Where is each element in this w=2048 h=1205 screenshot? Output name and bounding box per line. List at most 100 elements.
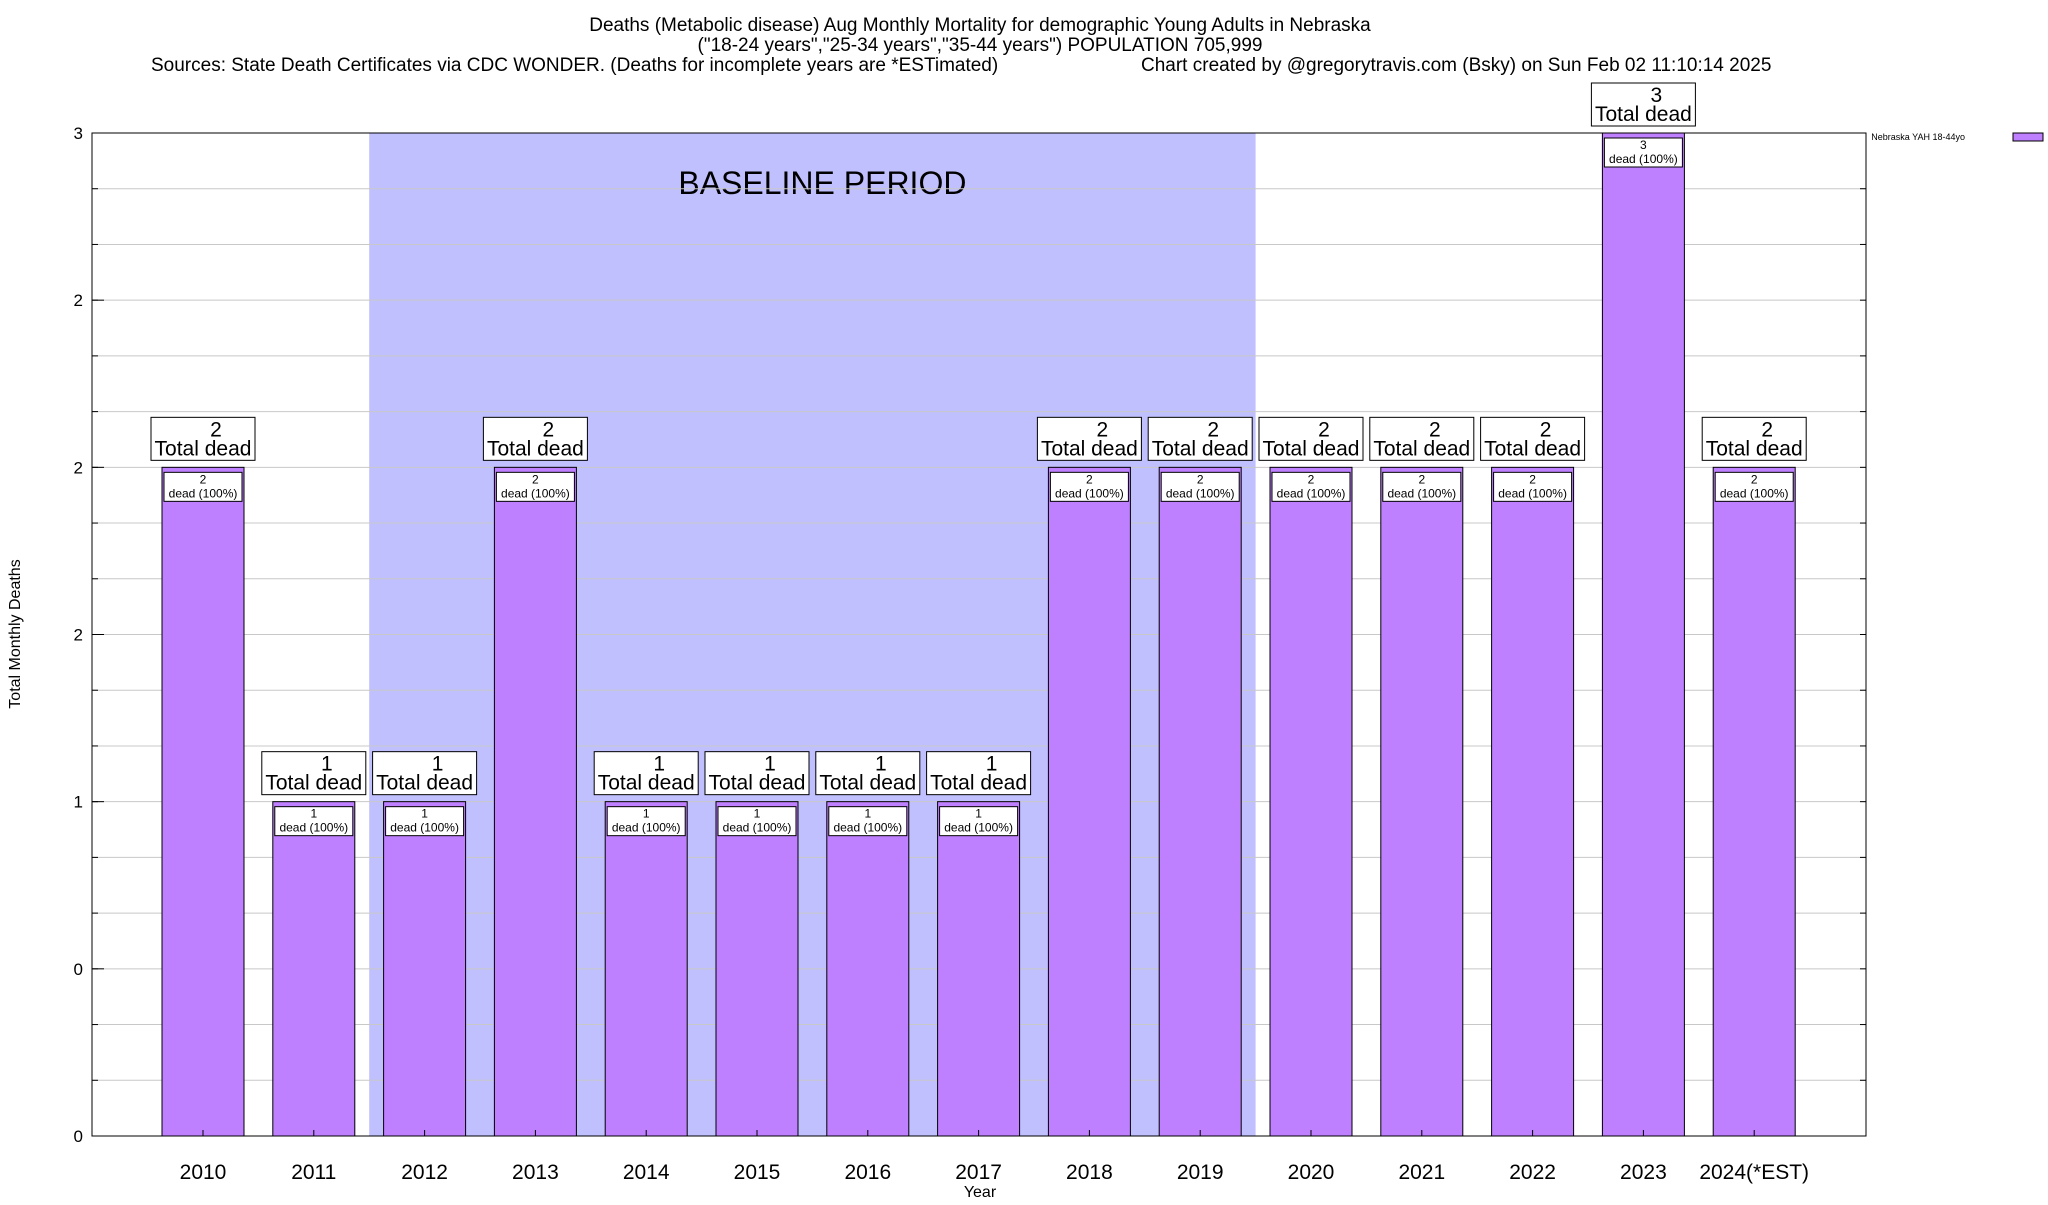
y-tick-label: 2	[74, 626, 83, 645]
bar-top-label-box	[150, 416, 256, 461]
bar-top-value: 1	[875, 753, 887, 776]
y-axis-title: Total Monthly Deaths	[7, 559, 24, 708]
bar-inner-label-box	[717, 806, 797, 837]
bar-top-caption: Total dead	[1373, 437, 1470, 460]
x-tick-label: 2024(*EST)	[1699, 1161, 1809, 1184]
bar-inner-label-box	[828, 806, 908, 837]
bar-inner-caption: dead (100%)	[723, 821, 792, 835]
x-tick-label: 2010	[180, 1161, 227, 1184]
bar-top-caption: Total dead	[155, 437, 252, 460]
bar-inner-value: 2	[1751, 472, 1758, 486]
bar-top-value: 2	[1429, 418, 1441, 441]
x-tick-label: 2023	[1620, 1161, 1667, 1184]
y-tick-label: 1	[74, 793, 83, 812]
bar-inner-value: 1	[310, 807, 317, 821]
bar-top-caption: Total dead	[265, 772, 362, 795]
bar-inner-caption: dead (100%)	[1055, 486, 1124, 500]
bar-top-caption: Total dead	[709, 772, 806, 795]
chart-source-line: Sources: State Death Certificates via CD…	[151, 55, 998, 76]
bar	[826, 801, 910, 1137]
bar-top-value: 1	[653, 753, 665, 776]
axes-layer: 0 0 1 2 2 2 3 2010 2011 2012 2013 2014 2015 2016 2017 2…	[74, 124, 1867, 1184]
bar-inner-label-box	[1160, 471, 1240, 502]
bar-top-value: 2	[1540, 418, 1552, 441]
bar-top-value: 2	[1097, 418, 1109, 441]
bar-inner-caption: dead (100%)	[279, 821, 348, 835]
bar-inner-label-box	[385, 806, 465, 837]
bar-top-label-box	[1147, 416, 1253, 461]
bar-inner-value: 1	[643, 807, 650, 821]
bar-top-caption: Total dead	[1152, 437, 1249, 460]
x-tick-label: 2021	[1398, 1161, 1445, 1184]
x-tick-label: 2011	[291, 1161, 336, 1184]
chart-title: Deaths (Metabolic disease) Aug Monthly M…	[589, 15, 1371, 36]
bar-inner-label-box	[1714, 471, 1794, 502]
bar-inner-label-box	[163, 471, 243, 502]
bar-inner-caption: dead (100%)	[169, 486, 238, 500]
bar-top-value: 2	[1761, 418, 1773, 441]
bar-top-caption: Total dead	[376, 772, 473, 795]
bar	[1158, 466, 1242, 1137]
x-tick-label: 2018	[1066, 1161, 1113, 1184]
x-tick-label: 2013	[512, 1161, 559, 1184]
bar	[1712, 466, 1796, 1137]
x-tick-label: 2016	[844, 1161, 891, 1184]
bar-top-label-box	[1036, 416, 1142, 461]
bar	[272, 801, 356, 1137]
x-tick-label: 2017	[955, 1161, 1002, 1184]
bar-top-label-box	[1258, 416, 1364, 461]
bar-top-label-box	[482, 416, 588, 461]
bar	[1380, 466, 1464, 1137]
bar-top-label-box	[926, 751, 1032, 796]
bar	[1047, 466, 1131, 1137]
y-tick-label: 0	[74, 1127, 83, 1146]
x-tick-label: 2019	[1177, 1161, 1224, 1184]
y-tick-label: 2	[74, 291, 83, 310]
bar-top-label-box	[593, 751, 699, 796]
bar-top-caption: Total dead	[1484, 437, 1581, 460]
bar-top-label-box	[1369, 416, 1475, 461]
bar-inner-caption: dead (100%)	[1609, 152, 1678, 166]
bar-top-label-box	[704, 751, 810, 796]
bar-inner-value: 2	[1529, 472, 1536, 486]
bar-top-value: 2	[543, 418, 555, 441]
bar-top-value: 3	[1651, 84, 1663, 107]
bar-inner-value: 1	[754, 807, 761, 821]
bar-inner-value: 2	[200, 472, 207, 486]
x-tick-label: 2015	[734, 1161, 781, 1184]
bar-top-caption: Total dead	[1041, 437, 1138, 460]
bar	[1269, 466, 1353, 1137]
y-tick-label: 0	[74, 960, 83, 979]
bar-top-value: 2	[1318, 418, 1330, 441]
bar-inner-value: 2	[1197, 472, 1204, 486]
bar-inner-label-box	[1271, 471, 1351, 502]
bar-inner-label-box	[606, 806, 686, 837]
bar	[493, 466, 577, 1137]
bar	[715, 801, 799, 1137]
bar-inner-label-box	[274, 806, 354, 837]
y-tick-label: 2	[74, 458, 83, 477]
baseline-label: BASELINE PERIOD	[678, 165, 966, 201]
bar-inner-caption: dead (100%)	[612, 821, 681, 835]
bar-top-value: 1	[432, 753, 444, 776]
bar-inner-value: 2	[532, 472, 539, 486]
bar-inner-value: 1	[864, 807, 871, 821]
legend-swatch	[2012, 132, 2044, 142]
x-tick-label: 2014	[623, 1161, 670, 1184]
bar-inner-caption: dead (100%)	[1277, 486, 1346, 500]
bar	[1491, 466, 1575, 1137]
bar-inner-label-box	[1382, 471, 1462, 502]
bar-inner-caption: dead (100%)	[501, 486, 570, 500]
x-axis-title: Year	[964, 1184, 997, 1200]
x-tick-label: 2022	[1509, 1161, 1556, 1184]
bar-top-label-box	[815, 751, 921, 796]
bar	[1601, 132, 1685, 1137]
bar-inner-value: 1	[421, 807, 428, 821]
bar-top-caption: Total dead	[1595, 103, 1692, 126]
bar	[161, 466, 245, 1137]
bar-inner-value: 3	[1640, 138, 1647, 152]
bar-top-caption: Total dead	[487, 437, 584, 460]
